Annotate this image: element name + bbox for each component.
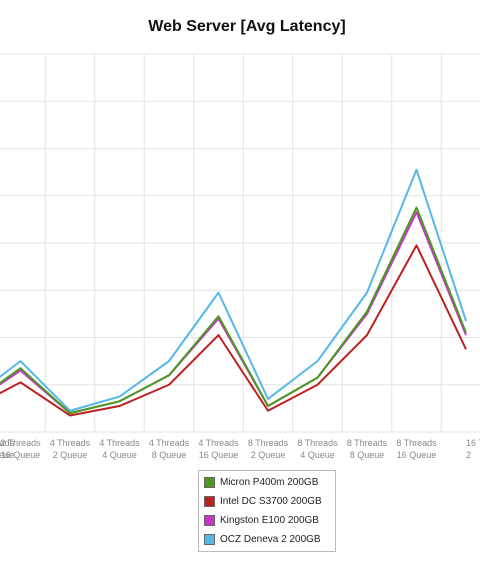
legend-swatch — [204, 477, 215, 488]
series-line — [0, 244, 467, 417]
legend-swatch — [204, 496, 215, 507]
x-tick-label: 4 Threads — [198, 438, 239, 448]
x-tick-label: 2 Queue — [251, 450, 286, 460]
x-tick-label: reads — [0, 438, 14, 448]
x-tick-label: 8 Threads — [297, 438, 338, 448]
x-tick-label: 4 Queue — [300, 450, 335, 460]
series-line — [0, 168, 467, 412]
x-tick-label: ueue — [0, 450, 14, 460]
x-tick-label: 2 Queue — [53, 450, 88, 460]
x-tick-label: 8 Queue — [152, 450, 187, 460]
legend-label: Kingston E100 200GB — [220, 515, 319, 526]
x-tick-label: 16 Queue — [199, 450, 239, 460]
legend-label: OCZ Deneva 2 200GB — [220, 534, 321, 545]
x-tick-label: 16 Queue — [1, 450, 41, 460]
legend-item: Kingston E100 200GB — [199, 511, 335, 530]
x-tick-label: 16 T — [466, 438, 480, 448]
x-tick-label: 8 Queue — [350, 450, 385, 460]
legend-swatch — [204, 515, 215, 526]
x-tick-label: 2 — [466, 450, 471, 460]
legend-item: OCZ Deneva 2 200GB — [199, 530, 335, 549]
legend-item: Intel DC S3700 200GB — [199, 492, 335, 511]
x-tick-label: 4 Queue — [102, 450, 137, 460]
x-tick-label: 16 Queue — [397, 450, 437, 460]
x-tick-label: 4 Threads — [149, 438, 190, 448]
series-line — [0, 211, 467, 415]
x-tick-label: 8 Threads — [248, 438, 289, 448]
series-line — [0, 206, 467, 415]
x-tick-labels: reads ueue 2 Threads 16 Queue 4 Threads 2 Que… — [0, 438, 480, 460]
legend-label: Micron P400m 200GB — [220, 477, 319, 488]
legend-item: Micron P400m 200GB — [199, 473, 335, 492]
legend-label: Intel DC S3700 200GB — [220, 496, 322, 507]
chart-title: Web Server [Avg Latency] — [148, 18, 346, 35]
x-tick-label: 8 Threads — [396, 438, 437, 448]
legend: Micron P400m 200GB Intel DC S3700 200GB Ki… — [198, 470, 336, 552]
grid-lines — [0, 53, 480, 433]
x-tick-label: 4 Threads — [50, 438, 91, 448]
legend-swatch — [204, 534, 215, 545]
series-lines — [0, 168, 467, 417]
x-tick-label: 8 Threads — [347, 438, 388, 448]
x-tick-label: 4 Threads — [99, 438, 140, 448]
x-tick-label: 2 Threads — [0, 438, 41, 448]
